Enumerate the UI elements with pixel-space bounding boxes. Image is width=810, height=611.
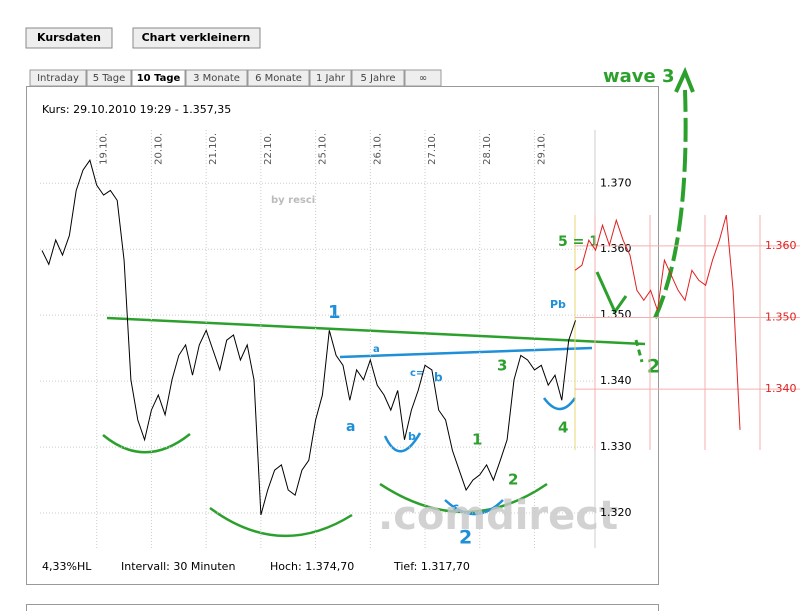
x-tick-label: 22.10. [263,133,274,165]
wave-line [595,271,628,314]
button-label[interactable]: Chart verkleinern [142,31,251,44]
y-tick-label: 1.350 [765,311,797,324]
annotation: 1 [472,431,482,449]
annotation: b [434,371,443,385]
tab-frame[interactable] [29,69,87,87]
wave-line [634,339,644,363]
x-tick-label: 20.10. [153,133,164,165]
x-tick-label: 19.10. [99,133,110,165]
x-tick-label: 29.10. [536,133,547,165]
tab-label[interactable]: 5 Jahre [361,73,396,84]
tab[interactable]: 5 Jahre [351,69,405,87]
footer-interval: Intervall: 30 Minuten [121,560,235,573]
button[interactable]: Kursdaten [25,27,113,49]
y-tick-label: 1.340 [600,374,632,387]
tab-label[interactable]: 10 Tage [137,73,181,84]
trend-line [106,316,646,346]
tab-frame[interactable] [86,69,132,87]
arc [102,433,191,454]
arrow-head [674,66,695,93]
tab-label[interactable]: ∞ [419,73,427,84]
x-tick-label: 21.10. [208,133,219,165]
tab[interactable]: Intraday [29,69,87,87]
annotation: 2 [508,471,518,489]
y-tick-label: 1.370 [600,176,632,189]
watermark: .comdirect [378,493,618,539]
annotation: 2 [459,527,472,549]
tab-frame[interactable] [131,69,186,87]
price-line [574,214,741,430]
y-tick-label: 1.330 [600,440,632,453]
arc [444,499,504,516]
annotation: 5 = 1 [558,234,599,250]
tab-label[interactable]: 3 Monate [193,73,240,84]
arc [542,397,577,411]
lower-frame [26,604,659,611]
annotation: 2 [647,356,660,378]
tab-frame[interactable] [404,69,442,87]
tab-label[interactable]: 6 Monate [255,73,302,84]
quote: Kurs: 29.10.2010 19:29 - 1.357,35 [42,103,231,116]
arc [383,432,422,453]
price-line [41,159,576,516]
annotation: c [452,501,459,515]
tab[interactable]: 3 Monate [185,69,248,87]
footer-low: Tief: 1.317,70 [393,560,470,573]
tab[interactable]: 1 Jahr [309,69,352,87]
footer-high: Hoch: 1.374,70 [270,560,354,573]
y-tick-label: 1.350 [600,308,632,321]
annotation: 1 [328,302,341,323]
annotation: a [373,344,380,355]
annotation: by resci [271,195,315,206]
annotation: a [346,419,355,435]
x-tick-label: 27.10. [427,133,438,165]
annotation: c= [410,368,424,379]
x-tick-label: 26.10. [372,133,383,165]
annotation: b [408,430,416,443]
button-frame[interactable] [25,27,113,49]
chart-frame [26,86,659,585]
button[interactable]: Chart verkleinern [132,27,261,49]
annotation: Pb [550,298,566,311]
tab-label[interactable]: 1 Jahr [316,73,346,84]
y-tick-label: 1.340 [765,382,797,395]
annotation: 3 [497,357,507,375]
annotation: 4 [558,419,568,437]
tab-label[interactable]: 5 Tage [93,73,126,84]
trend-line [339,346,593,359]
tab-label[interactable]: Intraday [37,73,79,84]
tab-frame[interactable] [351,69,405,87]
button-label[interactable]: Kursdaten [37,31,101,44]
annotation-shapes [102,66,695,538]
annotation: wave 3 [603,66,675,87]
x-tick-label: 25.10. [318,133,329,165]
tab-frame[interactable] [309,69,352,87]
y-tick-label: 1.360 [765,239,797,252]
tab-bar: Intraday 5 Tage 10 Tage 3 Monate 6 Monate 1 J… [29,69,442,87]
tab[interactable]: 10 Tage [131,69,186,87]
tab[interactable]: 6 Monate [247,69,310,87]
tab-frame[interactable] [247,69,310,87]
y-tick-label: 1.320 [600,506,632,519]
tab-frame[interactable] [185,69,248,87]
x-tick-label: 28.10. [482,133,493,165]
arc [209,506,353,538]
footer-range: 4,33%HL [42,560,92,573]
tab[interactable]: 5 Tage [86,69,132,87]
wave-arrow [653,89,688,319]
button-frame[interactable] [132,27,261,49]
tab[interactable]: ∞ [404,69,442,87]
